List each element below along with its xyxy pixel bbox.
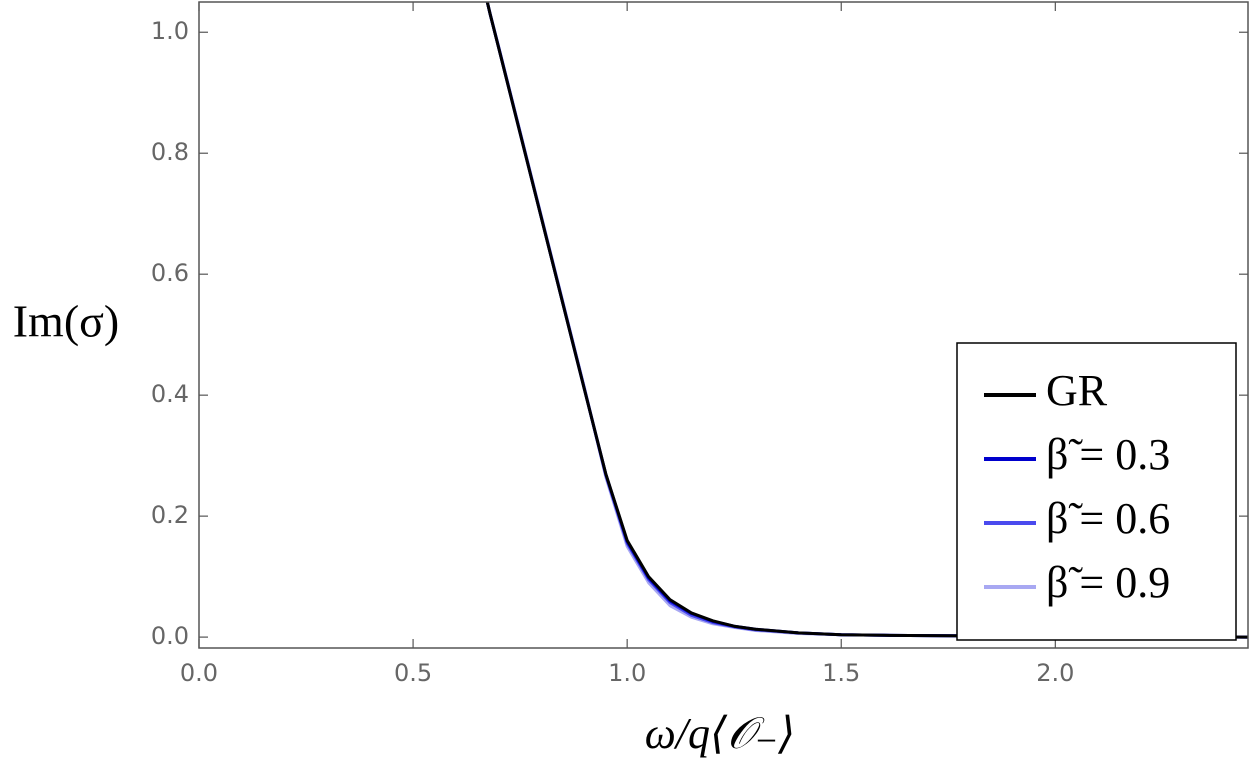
data-line xyxy=(485,2,1248,639)
y-tick-label: 1.0 xyxy=(151,17,189,45)
legend: GR β̃ = 0.3 β̃ = 0.6 β̃ = 0.9 xyxy=(956,342,1237,641)
x-tick-label: 0.5 xyxy=(394,659,432,687)
plot-frame xyxy=(198,1,1249,649)
y-tick-label: 0.4 xyxy=(151,380,189,408)
x-tick-label: 0.0 xyxy=(180,659,218,687)
x-axis-label: ω/q⟨𝒪₋⟩ xyxy=(645,709,796,758)
legend-label: β̃ = 0.9 xyxy=(1046,558,1170,607)
x-tick-label: 2.0 xyxy=(1036,659,1074,687)
legend-label: β̃ = 0.3 xyxy=(1046,430,1170,479)
legend-label: GR xyxy=(1046,366,1108,415)
y-tick-label: 0.2 xyxy=(151,501,189,529)
y-axis-label: Im(σ) xyxy=(13,296,120,347)
legend-box xyxy=(956,342,1237,641)
y-tick-label: 0.6 xyxy=(151,259,189,287)
x-tick-label: 1.5 xyxy=(822,659,860,687)
legend-label: β̃ = 0.6 xyxy=(1046,494,1170,543)
plot-area xyxy=(485,2,1248,639)
y-tick-label: 0.0 xyxy=(151,622,189,650)
x-tick-label: 1.0 xyxy=(608,659,646,687)
y-tick-label: 0.8 xyxy=(151,138,189,166)
